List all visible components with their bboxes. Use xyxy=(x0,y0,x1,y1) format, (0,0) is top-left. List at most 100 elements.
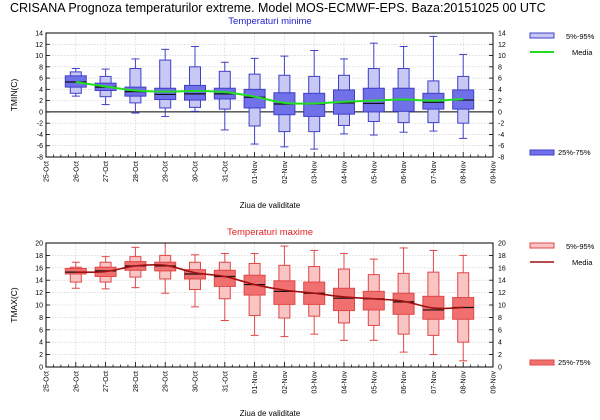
box-31-Oct xyxy=(213,253,236,321)
plot-frame xyxy=(45,242,494,368)
box-25-75 xyxy=(154,261,177,272)
legend-label-media: Media xyxy=(572,48,593,57)
x-tick-label: 27-Oct xyxy=(103,161,110,182)
box-25-75 xyxy=(273,280,296,305)
y-tick-label-right: 6 xyxy=(498,327,502,334)
box-01-Nov xyxy=(243,253,266,336)
y-tick-label-right: 6 xyxy=(498,76,502,83)
x-tick-label: 31-Oct xyxy=(222,161,229,182)
box-05-Nov xyxy=(362,42,385,136)
box-06-Nov xyxy=(392,46,415,133)
y-tick-label-right: 10 xyxy=(498,303,506,310)
y-tick-label: 10 xyxy=(35,303,43,310)
x-tick-label: 29-Oct xyxy=(163,371,170,392)
box-25-75 xyxy=(333,287,355,312)
y-tick-label-right: 14 xyxy=(498,31,506,38)
x-tick-label: 08-Nov xyxy=(461,371,468,394)
box-25-75 xyxy=(64,267,87,275)
x-tick-label: 07-Nov xyxy=(431,371,438,394)
legend-label-media: Media xyxy=(572,258,593,267)
box-5-95 xyxy=(159,59,172,109)
y-tick-label-right: -6 xyxy=(498,143,504,150)
tmax-chart: Temperaturi maxime Ziua de validitate TM… xyxy=(9,227,595,418)
y-tick-label: 18 xyxy=(35,253,43,260)
box-04-Nov xyxy=(333,58,355,135)
y-tick-label-right: 8 xyxy=(498,64,502,71)
y-tick-label: -2 xyxy=(37,121,43,128)
x-tick-label: 08-Nov xyxy=(461,161,468,184)
y-tick-label-right: -4 xyxy=(498,132,504,139)
box-05-Nov xyxy=(362,258,385,341)
chart-title: Temperaturi maxime xyxy=(227,227,313,238)
mean-line xyxy=(75,263,464,310)
y-tick-label: 4 xyxy=(39,87,43,94)
x-tick-label: 26-Oct xyxy=(73,161,80,182)
box-25-75 xyxy=(362,290,385,311)
x-tick-label: 28-Oct xyxy=(133,371,140,392)
legend-label-5-95: 5%-95% xyxy=(566,32,595,41)
y-tick-label-right: 20 xyxy=(498,241,506,248)
y-tick-label-right: -2 xyxy=(498,121,504,128)
y-tick-label-right: 2 xyxy=(498,352,502,359)
x-axis-label: Ziua de validitate xyxy=(240,409,301,418)
y-tick-label: 2 xyxy=(39,98,43,105)
legend-swatch-25-75 xyxy=(529,359,555,366)
y-tick-label: 12 xyxy=(35,290,43,297)
legend-swatch-5-95 xyxy=(529,242,555,249)
x-tick-label: 04-Nov xyxy=(342,371,349,394)
x-tick-label: 25-Oct xyxy=(44,371,51,392)
y-tick-label: -8 xyxy=(37,155,43,162)
box-29-Oct xyxy=(154,48,177,117)
box-5-95 xyxy=(69,266,82,283)
x-tick-label: 29-Oct xyxy=(163,161,170,182)
y-tick-label: 0 xyxy=(39,109,43,116)
y-tick-label: 8 xyxy=(39,315,43,322)
y-tick-label: 6 xyxy=(39,327,43,334)
y-tick-label: 14 xyxy=(35,31,43,38)
y-tick-label-right: 4 xyxy=(498,87,502,94)
y-tick-label: 10 xyxy=(35,53,43,60)
legend-label-25-75: 25%-75% xyxy=(558,148,591,157)
y-tick-label-right: 0 xyxy=(498,365,502,372)
y-tick-label-right: 0 xyxy=(498,109,502,116)
box-07-Nov xyxy=(422,35,445,132)
box-08-Nov xyxy=(452,53,475,139)
x-tick-label: 02-Nov xyxy=(282,371,289,394)
y-tick-label-right: 12 xyxy=(498,290,506,297)
box-5-95 xyxy=(129,68,142,104)
y-tick-label-right: 14 xyxy=(498,278,506,285)
y-tick-label: 0 xyxy=(39,365,43,372)
box-06-Nov xyxy=(392,247,415,353)
x-tick-label: 06-Nov xyxy=(401,161,408,184)
x-axis-label: Ziua de validitate xyxy=(240,201,301,210)
box-25-75 xyxy=(303,92,326,117)
x-tick-label: 01-Nov xyxy=(252,161,259,184)
y-tick-label: 2 xyxy=(39,352,43,359)
x-tick-label: 27-Oct xyxy=(103,371,110,392)
x-tick-label: 03-Nov xyxy=(312,371,319,394)
x-tick-label: 03-Nov xyxy=(312,161,319,184)
y-tick-label-right: 16 xyxy=(498,265,506,272)
y-tick-label-right: -8 xyxy=(498,155,504,162)
box-31-Oct xyxy=(213,61,236,131)
x-tick-label: 01-Nov xyxy=(252,371,259,394)
box-29-Oct xyxy=(154,242,177,294)
x-tick-label: 04-Nov xyxy=(342,161,349,184)
x-tick-label: 09-Nov xyxy=(491,161,498,184)
x-tick-label: 26-Oct xyxy=(73,371,80,392)
y-tick-label: 4 xyxy=(39,340,43,347)
box-25-75 xyxy=(184,84,206,101)
y-tick-label: 16 xyxy=(35,265,43,272)
x-tick-label: 05-Nov xyxy=(371,371,378,394)
mean-line xyxy=(75,81,464,105)
y-tick-label: -6 xyxy=(37,143,43,150)
x-tick-label: 31-Oct xyxy=(222,371,229,392)
y-tick-label: 6 xyxy=(39,76,43,83)
box-07-Nov xyxy=(422,249,445,356)
x-tick-label: 30-Oct xyxy=(193,161,200,182)
legend-swatch-25-75 xyxy=(529,149,555,156)
chart-title: Temperaturi minime xyxy=(228,16,311,27)
box-30-Oct xyxy=(184,46,206,112)
x-tick-label: 05-Nov xyxy=(371,161,378,184)
